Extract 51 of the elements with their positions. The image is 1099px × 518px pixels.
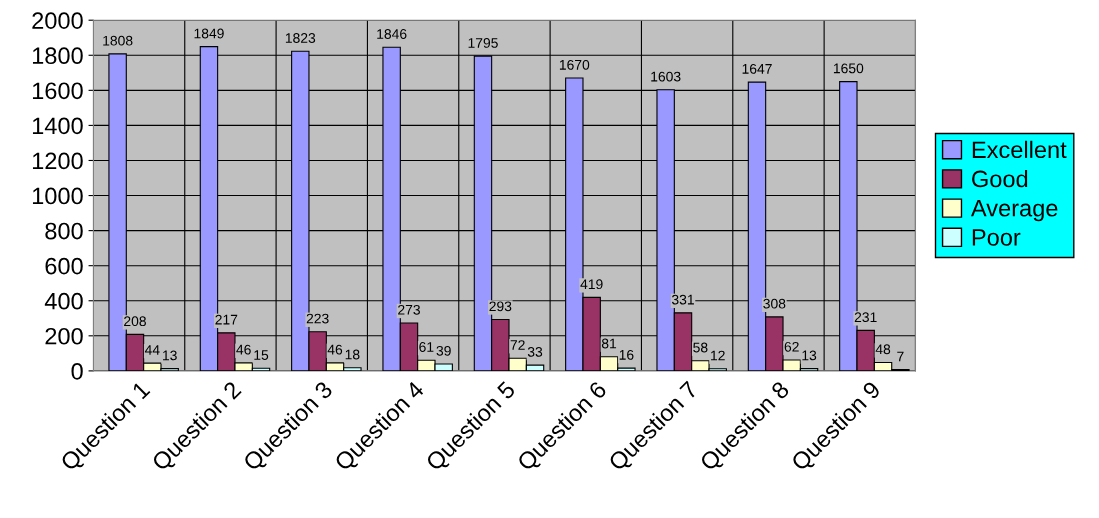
data-label: 39 [436,345,451,356]
data-label: 1808 [103,35,133,46]
legend-label: Good [972,169,1028,188]
data-label: 293 [489,301,512,312]
legend-label: Average [970,200,1058,222]
data-label: 12 [711,350,725,361]
data-label: 1846 [377,29,407,39]
y-tick-label: 400 [44,292,83,310]
data-label: 273 [398,304,420,315]
data-label: 208 [124,316,146,327]
y-tick-label: 1000 [32,187,83,205]
data-label: 1603 [651,71,681,82]
y-tick-label: 600 [45,257,83,275]
data-label: 81 [601,338,617,349]
data-label: 44 [144,345,160,355]
data-label: 308 [763,298,786,309]
data-label: 48 [875,344,891,355]
data-label: 13 [802,350,817,361]
data-label: 1823 [285,33,316,43]
data-label: 331 [671,294,694,305]
data-label: 13 [163,350,177,361]
data-label: 46 [327,344,343,355]
data-label: 217 [215,314,238,325]
data-label: 62 [784,341,799,352]
data-label: 18 [345,349,360,360]
y-tick-label: 1600 [32,82,83,100]
y-tick-label: 800 [45,222,83,240]
data-label: 1795 [468,38,498,48]
data-label: 16 [619,349,634,360]
data-label: 1849 [194,28,224,39]
legend-label: Excellent [972,140,1067,159]
data-label: 223 [306,313,329,324]
data-label: 61 [419,342,434,352]
data-label: 15 [254,350,269,360]
legend-label: Poor [972,229,1021,246]
data-label: 33 [527,346,543,357]
data-label: 419 [580,279,603,290]
data-label: 46 [236,344,251,355]
data-label: 231 [854,312,877,323]
data-label: 1670 [559,59,590,70]
data-label: 7 [897,351,904,362]
y-tick-label: 1200 [32,152,83,170]
data-label: 72 [510,340,525,350]
data-label: 58 [693,342,708,353]
y-tick-label: 1800 [32,47,83,65]
y-tick-label: 200 [45,327,83,345]
data-label: 1647 [742,63,772,74]
y-tick-label: 1400 [32,117,83,135]
data-label: 1650 [833,63,864,74]
y-tick-label: 2000 [32,12,83,29]
y-tick-label: 0 [71,362,83,380]
